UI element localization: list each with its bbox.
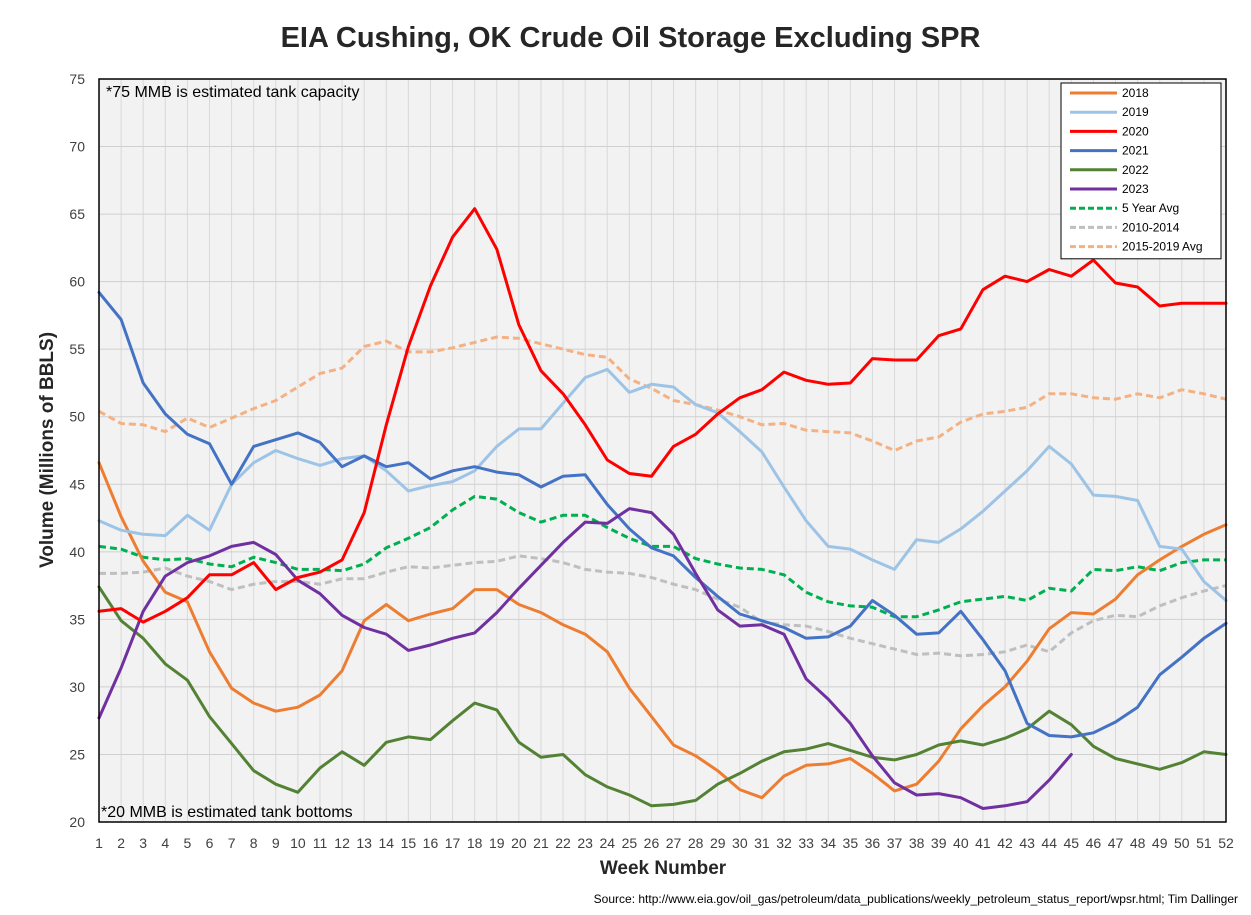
legend-label: 2020 [1122, 124, 1149, 138]
x-tick-label: 31 [754, 835, 770, 851]
x-tick-label: 39 [931, 835, 947, 851]
series-line-2020 [97, 207, 1228, 624]
legend-label: 2019 [1122, 105, 1149, 119]
x-tick-label: 46 [1086, 835, 1102, 851]
x-tick-label: 7 [228, 835, 236, 851]
x-tick-label: 8 [250, 835, 258, 851]
legend-label: 2015-2019 Avg [1122, 240, 1203, 254]
x-tick-label: 42 [997, 835, 1013, 851]
series-line-2010-2014 [99, 554, 1227, 658]
legend-label: 5 Year Avg [1122, 201, 1179, 215]
y-tick-label: 65 [69, 206, 85, 222]
series-line-2021 [97, 290, 1228, 739]
x-tick-label: 52 [1218, 835, 1234, 851]
x-tick-label: 36 [865, 835, 881, 851]
y-tick-label: 45 [69, 476, 85, 492]
x-tick-label: 23 [577, 835, 593, 851]
x-tick-label: 27 [666, 835, 682, 851]
x-tick-label: 48 [1130, 835, 1146, 851]
y-tick-label: 60 [69, 274, 85, 290]
x-axis-ticks: 1 2 3 4 5 6 7 8 9 10 11 12 13 14 15 16 17 18 19 20 21 22 23 24 2… [95, 835, 1234, 851]
plot-area [99, 79, 1226, 822]
x-tick-label: 35 [843, 835, 859, 851]
series-line-2022 [97, 585, 1228, 808]
x-tick-label: 33 [798, 835, 814, 851]
y-tick-label: 20 [69, 814, 85, 830]
legend-label: 2022 [1122, 163, 1149, 177]
x-tick-label: 4 [161, 835, 169, 851]
x-tick-label: 16 [423, 835, 439, 851]
x-tick-label: 10 [290, 835, 306, 851]
series-line-2018 [97, 461, 1228, 800]
x-tick-label: 2 [117, 835, 125, 851]
x-tick-label: 47 [1108, 835, 1124, 851]
x-tick-label: 25 [622, 835, 638, 851]
x-tick-label: 26 [644, 835, 660, 851]
annotation-tank-bottoms: *20 MMB is estimated tank bottoms [101, 804, 353, 821]
x-tick-label: 44 [1041, 835, 1057, 851]
x-tick-label: 1 [95, 835, 103, 851]
x-tick-label: 29 [710, 835, 726, 851]
x-tick-label: 34 [820, 835, 836, 851]
x-tick-label: 12 [334, 835, 350, 851]
x-tick-label: 20 [511, 835, 527, 851]
x-tick-label: 21 [533, 835, 549, 851]
y-tick-label: 40 [69, 544, 85, 560]
x-tick-label: 51 [1196, 835, 1212, 851]
series-line-2015-2019-avg [98, 335, 1227, 452]
x-tick-label: 45 [1064, 835, 1080, 851]
y-tick-label: 70 [69, 139, 85, 155]
legend-label: 2018 [1122, 86, 1149, 100]
x-tick-label: 24 [599, 835, 615, 851]
y-tick-label: 25 [69, 746, 85, 762]
x-tick-label: 6 [206, 835, 214, 851]
x-tick-label: 9 [272, 835, 280, 851]
legend-label: 2010-2014 [1122, 220, 1180, 234]
series-lines [97, 207, 1228, 810]
chart-title: EIA Cushing, OK Crude Oil Storage Exclud… [280, 22, 981, 54]
x-tick-label: 17 [445, 835, 461, 851]
source-note: Source: http://www.eia.gov/oil_gas/petro… [593, 892, 1238, 906]
series-line-2023 [97, 507, 1073, 810]
x-tick-label: 37 [887, 835, 903, 851]
x-tick-label: 3 [139, 835, 147, 851]
x-tick-label: 38 [909, 835, 925, 851]
x-tick-label: 5 [183, 835, 191, 851]
x-tick-label: 41 [975, 835, 991, 851]
x-tick-label: 28 [688, 835, 704, 851]
x-tick-label: 30 [732, 835, 748, 851]
plot-border [98, 78, 1227, 823]
x-tick-label: 18 [467, 835, 483, 851]
legend: 2018 2019 2020 2021 2022 2023 5 Year Avg 2010-2… [1060, 82, 1222, 260]
x-tick-label: 13 [356, 835, 372, 851]
y-tick-label: 30 [69, 679, 85, 695]
legend-label: 2023 [1122, 182, 1149, 196]
x-tick-label: 32 [776, 835, 792, 851]
x-tick-label: 43 [1019, 835, 1035, 851]
x-tick-label: 14 [378, 835, 394, 851]
x-tick-label: 19 [489, 835, 505, 851]
y-tick-label: 55 [69, 341, 85, 357]
x-tick-label: 22 [555, 835, 571, 851]
y-tick-label: 50 [69, 409, 85, 425]
series-line-2019 [97, 367, 1228, 602]
x-tick-label: 49 [1152, 835, 1168, 851]
legend-label: 2021 [1122, 144, 1149, 158]
x-tick-label: 15 [401, 835, 417, 851]
y-tick-label: 75 [69, 71, 85, 87]
x-axis-label: Week Number [599, 858, 727, 879]
y-tick-label: 35 [69, 611, 85, 627]
x-tick-label: 40 [953, 835, 969, 851]
annotation-tank-capacity: *75 MMB is estimated tank capacity [106, 84, 359, 101]
y-axis-ticks: 20 25 30 35 40 45 50 55 60 65 70 75 [69, 71, 85, 830]
x-tick-label: 11 [313, 835, 328, 851]
x-tick-label: 50 [1174, 835, 1190, 851]
